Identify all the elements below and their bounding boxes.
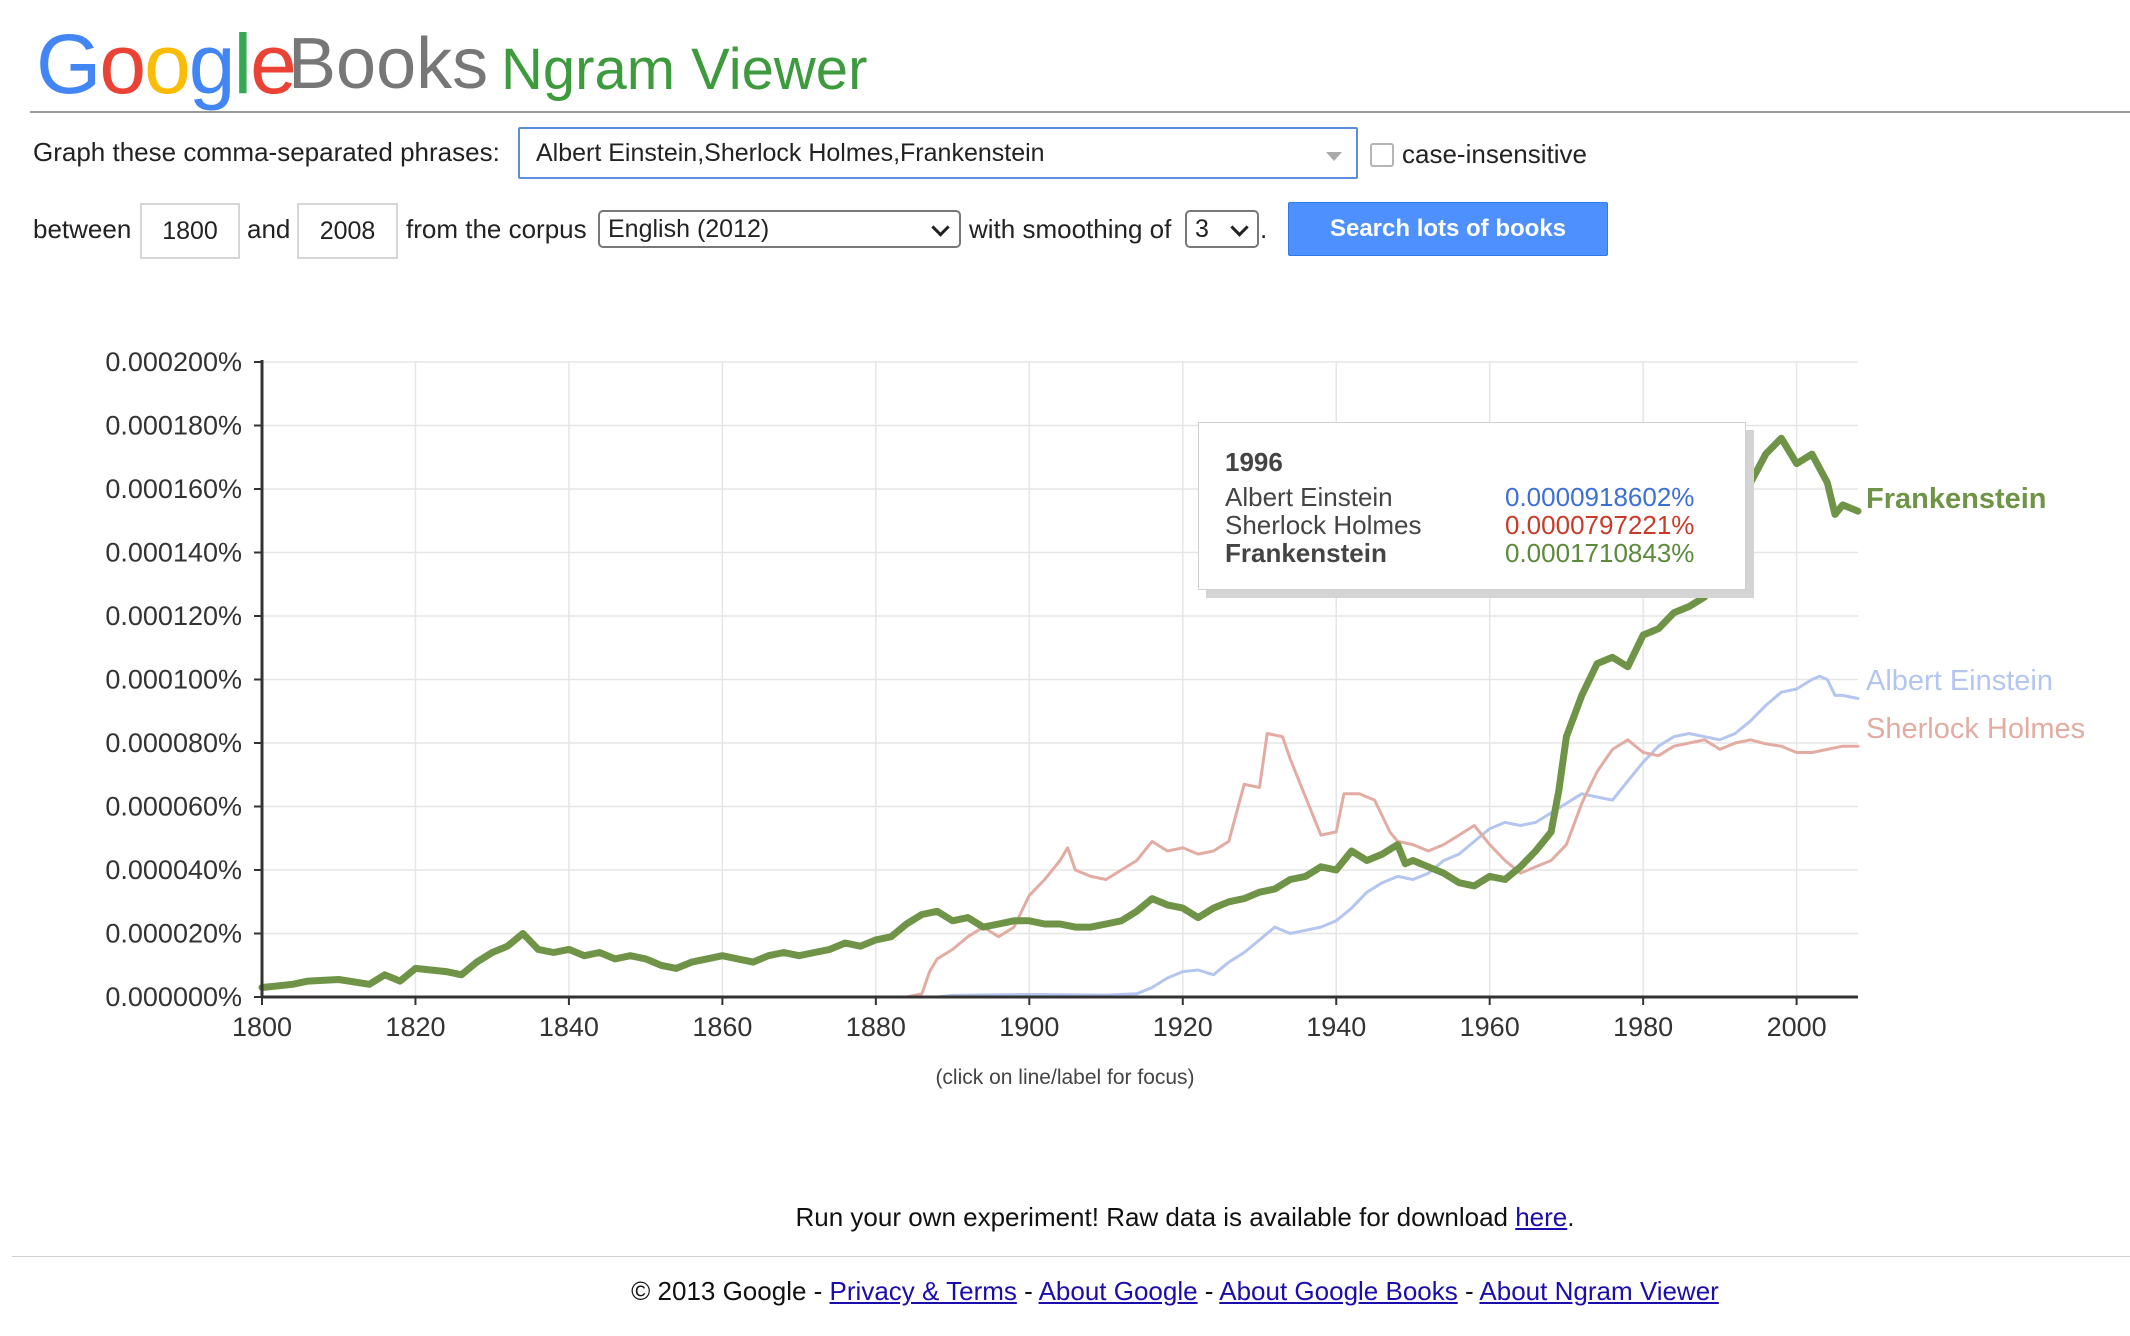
about-google-link[interactable]: About Google <box>1038 1276 1198 1306</box>
series-line-frankenstein[interactable] <box>258 434 1862 991</box>
copyright: © 2013 Google <box>631 1276 807 1306</box>
y-tick-label: 0.000080% <box>105 728 242 758</box>
footer-separator: - <box>806 1276 830 1306</box>
chart-series[interactable] <box>258 434 1862 999</box>
x-tick-label: 1880 <box>846 1012 906 1042</box>
tooltip-year: 1996 <box>1225 447 1283 477</box>
corpus-label: from the corpus <box>406 214 587 244</box>
footer-separator: - <box>1197 1276 1220 1306</box>
logo-letter: e <box>250 17 297 111</box>
header-divider <box>30 111 2130 113</box>
about-google-books-link[interactable]: About Google Books <box>1219 1276 1458 1306</box>
header: Google Books Ngram Viewer <box>36 14 2130 111</box>
ngram-chart[interactable]: 0.000000% 0.000020% 0.000040% 0.000060% 0.00… <box>0 330 2130 1070</box>
x-tick-label: 1860 <box>692 1012 752 1042</box>
corpus-select[interactable]: English (2012) <box>598 210 961 248</box>
chevron-down-icon <box>931 218 950 237</box>
x-tick-label: 1920 <box>1153 1012 1213 1042</box>
y-tick-label: 0.000160% <box>105 474 242 504</box>
tooltip-series-value: 0.0000918602% <box>1505 482 1695 512</box>
logo-letter: o <box>99 17 146 111</box>
y-tick-label: 0.000140% <box>105 538 242 568</box>
y-tick-label: 0.000200% <box>105 347 242 377</box>
x-tick-label: 1940 <box>1306 1012 1366 1042</box>
footer: © 2013 Google - Privacy & Terms - About … <box>0 1276 2130 1307</box>
logo-letter: l <box>233 17 253 111</box>
case-insensitive-checkbox[interactable] <box>1370 143 1394 167</box>
click-hint: (click on line/label for focus) <box>935 1066 1195 1089</box>
raw-data-end: . <box>1567 1202 1575 1232</box>
raw-data-notice: Run your own experiment! Raw data is ava… <box>0 1202 2130 1233</box>
smoothing-select[interactable]: 3 <box>1185 210 1259 248</box>
tooltip-row-holmes: Sherlock Holmes 0.0000797221% <box>1225 510 1719 540</box>
tooltip-series-name: Albert Einstein <box>1225 482 1393 512</box>
series-label-sherlock-holmes[interactable]: Sherlock Holmes <box>1866 713 2085 745</box>
series-label-frankenstein[interactable]: Frankenstein <box>1866 483 2047 515</box>
x-tick-label: 1980 <box>1613 1012 1673 1042</box>
period: . <box>1260 214 1268 244</box>
chevron-down-icon[interactable] <box>1326 152 1342 161</box>
chart-tooltip: 1996 Albert Einstein 0.0000918602% Sherl… <box>1198 422 1746 590</box>
page-title: Ngram Viewer <box>501 37 868 102</box>
logo-letter: g <box>188 17 236 111</box>
x-tick-label: 1820 <box>385 1012 445 1042</box>
y-tick-label: 0.000020% <box>105 919 242 949</box>
chevron-down-icon <box>1230 218 1249 237</box>
tooltip-series-value: 0.0000797221% <box>1505 510 1695 540</box>
x-tick-label: 2000 <box>1767 1012 1827 1042</box>
raw-data-text: Run your own experiment! Raw data is ava… <box>795 1202 1516 1232</box>
footer-separator: - <box>1457 1276 1480 1306</box>
phrases-input[interactable] <box>518 127 1358 179</box>
series-labels[interactable]: Albert Einstein Sherlock Holmes Frankenste… <box>1866 483 2085 745</box>
chart-grid <box>262 361 1858 997</box>
end-year-input[interactable] <box>297 203 398 259</box>
download-link[interactable]: here <box>1515 1202 1568 1232</box>
between-label: between <box>33 214 132 244</box>
series-label-albert-einstein[interactable]: Albert Einstein <box>1866 665 2053 697</box>
y-tick-label: 0.000040% <box>105 855 242 885</box>
about-ngram-viewer-link[interactable]: About Ngram Viewer <box>1479 1276 1719 1306</box>
x-tick-label: 1960 <box>1460 1012 1520 1042</box>
series-line-albert-einstein[interactable] <box>260 674 1860 999</box>
search-button[interactable]: Search lots of books <box>1288 202 1608 256</box>
google-logo[interactable]: Google <box>36 14 297 114</box>
logo-letter: o <box>144 17 191 111</box>
privacy-terms-link[interactable]: Privacy & Terms <box>829 1276 1017 1306</box>
tooltip-row-einstein: Albert Einstein 0.0000918602% <box>1225 482 1719 512</box>
x-tick-label: 1900 <box>999 1012 1059 1042</box>
footer-separator: - <box>1016 1276 1039 1306</box>
case-insensitive-label[interactable]: case-insensitive <box>1402 139 1587 169</box>
books-logo: Books <box>288 24 489 104</box>
y-tick-label: 0.000100% <box>105 665 242 695</box>
corpus-value: English (2012) <box>608 215 770 243</box>
smoothing-value: 3 <box>1195 215 1209 243</box>
tooltip-series-name: Sherlock Holmes <box>1225 510 1422 540</box>
y-axis-ticks: 0.000000% 0.000020% 0.000040% 0.000060% 0.00… <box>105 347 242 1012</box>
tooltip-row-frankenstein: Frankenstein 0.0001710843% <box>1225 538 1719 568</box>
tooltip-series-name: Frankenstein <box>1225 538 1387 568</box>
logo-letter: G <box>36 17 101 111</box>
series-line-sherlock-holmes[interactable] <box>260 732 1860 999</box>
y-tick-label: 0.000060% <box>105 792 242 822</box>
phrases-label: Graph these comma-separated phrases: <box>33 137 500 167</box>
start-year-input[interactable] <box>140 203 240 259</box>
x-tick-label: 1840 <box>539 1012 599 1042</box>
y-tick-label: 0.000180% <box>105 411 242 441</box>
tooltip-series-value: 0.0001710843% <box>1505 538 1695 568</box>
x-axis-ticks: 1800 1820 1840 1860 1880 1900 1920 1940 1960 1980… <box>232 1012 1827 1042</box>
x-tick-label: 1800 <box>232 1012 292 1042</box>
and-label: and <box>247 214 291 244</box>
smoothing-label: with smoothing of <box>969 214 1172 244</box>
y-tick-label: 0.000120% <box>105 601 242 631</box>
chart-axes <box>254 360 1858 1005</box>
y-tick-label: 0.000000% <box>105 982 242 1012</box>
footer-divider <box>12 1256 2130 1257</box>
